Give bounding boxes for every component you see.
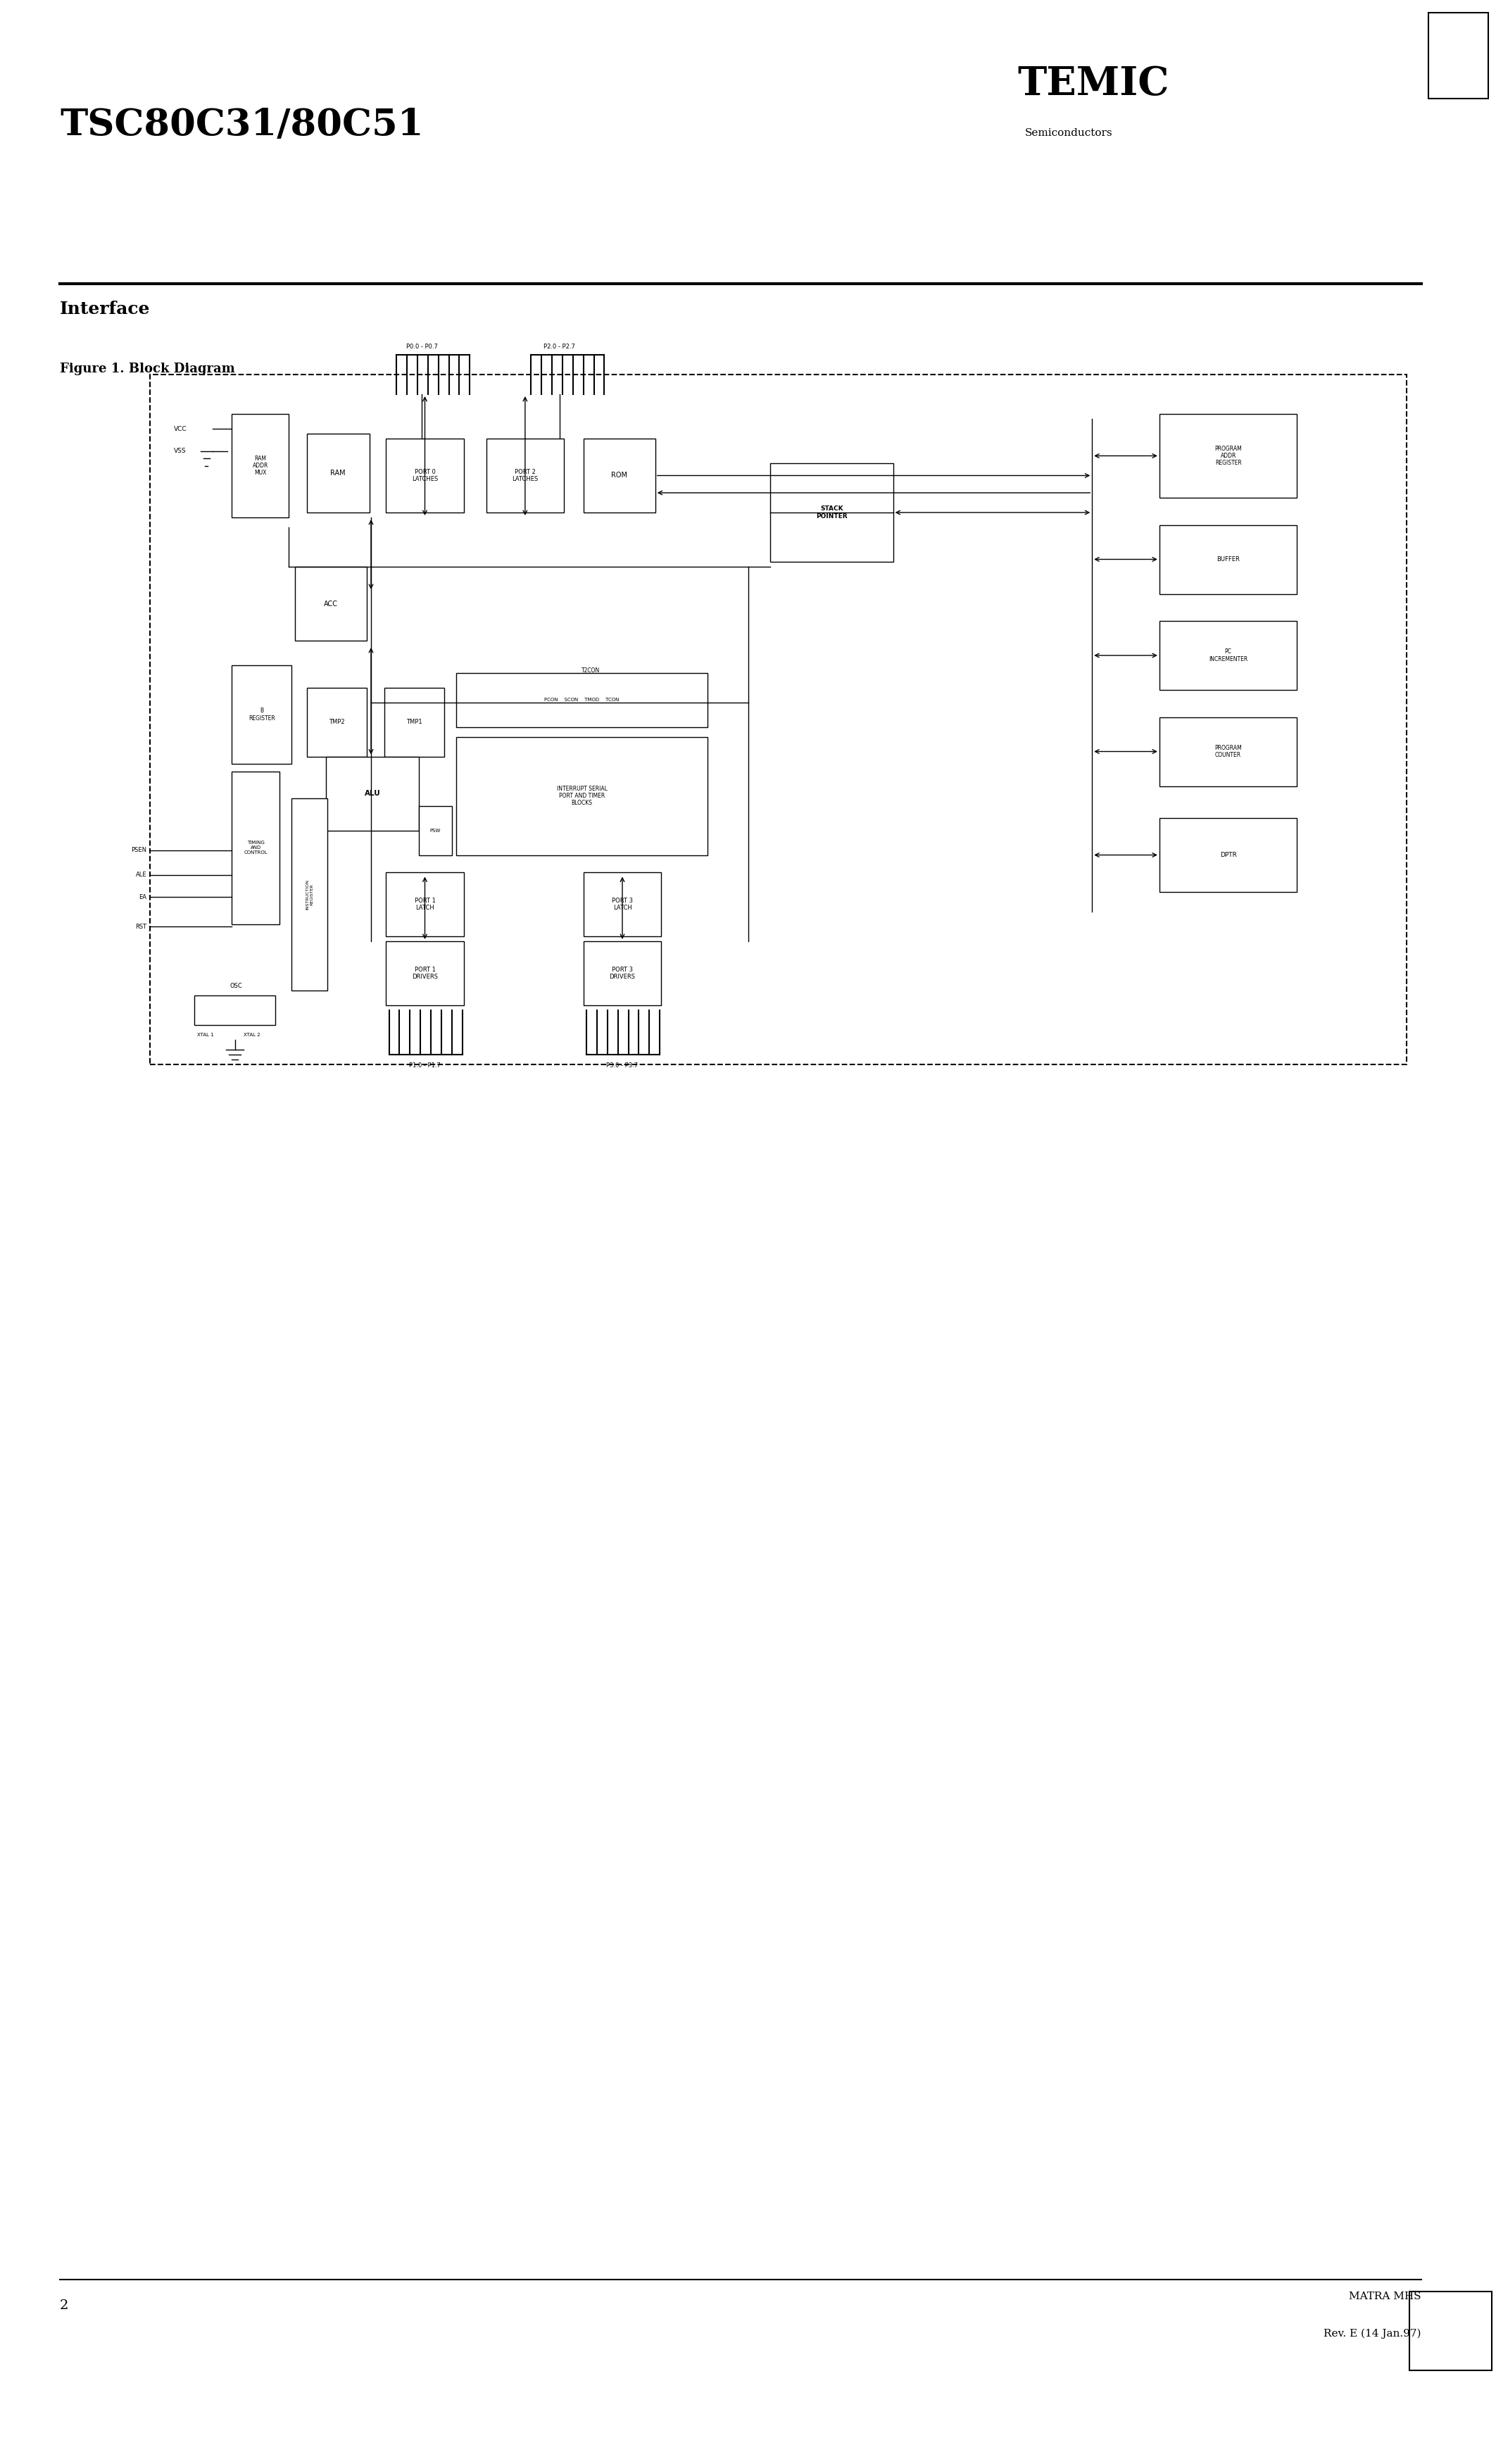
Text: PORT 3
DRIVERS: PORT 3 DRIVERS (609, 966, 636, 981)
FancyBboxPatch shape (583, 941, 661, 1005)
Text: PORT 3
LATCH: PORT 3 LATCH (612, 897, 633, 912)
FancyBboxPatch shape (307, 434, 370, 513)
Text: 2: 2 (60, 2299, 69, 2311)
Text: RAM
ADDR
MUX: RAM ADDR MUX (253, 456, 268, 476)
Text: XTAL 1: XTAL 1 (197, 1032, 214, 1037)
Text: TL0: TL0 (551, 737, 557, 742)
Text: ROM: ROM (612, 473, 627, 478)
Text: Semiconductors: Semiconductors (1025, 128, 1113, 138)
FancyBboxPatch shape (456, 737, 708, 855)
FancyBboxPatch shape (486, 439, 564, 513)
FancyBboxPatch shape (583, 872, 661, 936)
Text: ALU: ALU (365, 791, 380, 796)
Text: PROGRAM
ADDR
REGISTER: PROGRAM ADDR REGISTER (1215, 446, 1242, 466)
FancyBboxPatch shape (1159, 717, 1297, 786)
FancyBboxPatch shape (194, 995, 275, 1025)
Text: P3.0 - P3.7: P3.0 - P3.7 (606, 1062, 639, 1069)
Text: MATRA MHS: MATRA MHS (1349, 2292, 1421, 2301)
Text: XTAL 2: XTAL 2 (244, 1032, 260, 1037)
Text: PORT 2
LATCHES: PORT 2 LATCHES (512, 468, 539, 483)
FancyBboxPatch shape (583, 439, 655, 513)
FancyBboxPatch shape (232, 414, 289, 517)
FancyBboxPatch shape (386, 872, 464, 936)
FancyBboxPatch shape (1159, 525, 1297, 594)
Text: P1.0 - P1.7: P1.0 - P1.7 (408, 1062, 441, 1069)
Text: PSEN: PSEN (132, 848, 147, 853)
Text: Figure 1. Block Diagram: Figure 1. Block Diagram (60, 362, 235, 375)
FancyBboxPatch shape (419, 806, 452, 855)
Text: TH0: TH0 (512, 737, 521, 742)
Text: PCON    SCON    TMOD    TCON: PCON SCON TMOD TCON (545, 697, 619, 702)
Text: PC
INCREMENTER: PC INCREMENTER (1209, 648, 1248, 663)
Text: Rev. E (14 Jan.97): Rev. E (14 Jan.97) (1324, 2328, 1421, 2338)
Text: BUFFER: BUFFER (1216, 557, 1240, 562)
Text: VCC: VCC (174, 426, 187, 431)
Text: Interface: Interface (60, 301, 150, 318)
Text: ALE: ALE (136, 872, 147, 877)
FancyBboxPatch shape (292, 798, 328, 991)
Text: B
REGISTER: B REGISTER (248, 707, 275, 722)
Text: IP: IP (627, 737, 630, 742)
FancyBboxPatch shape (386, 941, 464, 1005)
FancyBboxPatch shape (386, 439, 464, 513)
Text: RST: RST (135, 924, 147, 929)
FancyBboxPatch shape (295, 567, 367, 641)
Text: PSW: PSW (429, 828, 441, 833)
FancyBboxPatch shape (307, 687, 367, 756)
Text: INSTRUCTION
REGISTER: INSTRUCTION REGISTER (305, 880, 314, 909)
Text: DPTR: DPTR (1219, 853, 1237, 857)
FancyBboxPatch shape (232, 665, 292, 764)
Text: PROGRAM
COUNTER: PROGRAM COUNTER (1215, 744, 1242, 759)
Text: T2CON: T2CON (582, 668, 600, 673)
Text: TH1: TH1 (586, 737, 595, 742)
FancyBboxPatch shape (232, 771, 280, 924)
FancyBboxPatch shape (326, 756, 419, 830)
Text: PORT 0
LATCHES: PORT 0 LATCHES (411, 468, 438, 483)
FancyBboxPatch shape (1159, 818, 1297, 892)
Text: ACC: ACC (323, 601, 338, 606)
FancyBboxPatch shape (384, 687, 444, 756)
FancyBboxPatch shape (456, 673, 708, 727)
Text: TEMIC: TEMIC (1017, 64, 1168, 103)
Text: P0.0 - P0.7: P0.0 - P0.7 (405, 342, 438, 350)
FancyBboxPatch shape (1159, 414, 1297, 498)
Text: P2.0 - P2.7: P2.0 - P2.7 (543, 342, 576, 350)
Text: INTERRUPT SERIAL
PORT AND TIMER
BLOCKS: INTERRUPT SERIAL PORT AND TIMER BLOCKS (557, 786, 607, 806)
Text: TMP2: TMP2 (329, 719, 344, 724)
Text: EA: EA (139, 894, 147, 899)
FancyBboxPatch shape (1159, 621, 1297, 690)
Text: TSC80C31/80C51: TSC80C31/80C51 (60, 106, 423, 143)
Text: RAM: RAM (331, 471, 346, 476)
Text: VSS: VSS (174, 448, 186, 453)
Text: TMP1: TMP1 (407, 719, 422, 724)
Text: PORT 1
LATCH: PORT 1 LATCH (414, 897, 435, 912)
Text: TIMING
AND
CONTROL: TIMING AND CONTROL (244, 840, 268, 855)
Text: OSC: OSC (230, 983, 242, 988)
Text: STACK
POINTER: STACK POINTER (817, 505, 847, 520)
Text: PORT 1
DRIVERS: PORT 1 DRIVERS (411, 966, 438, 981)
FancyBboxPatch shape (770, 463, 893, 562)
